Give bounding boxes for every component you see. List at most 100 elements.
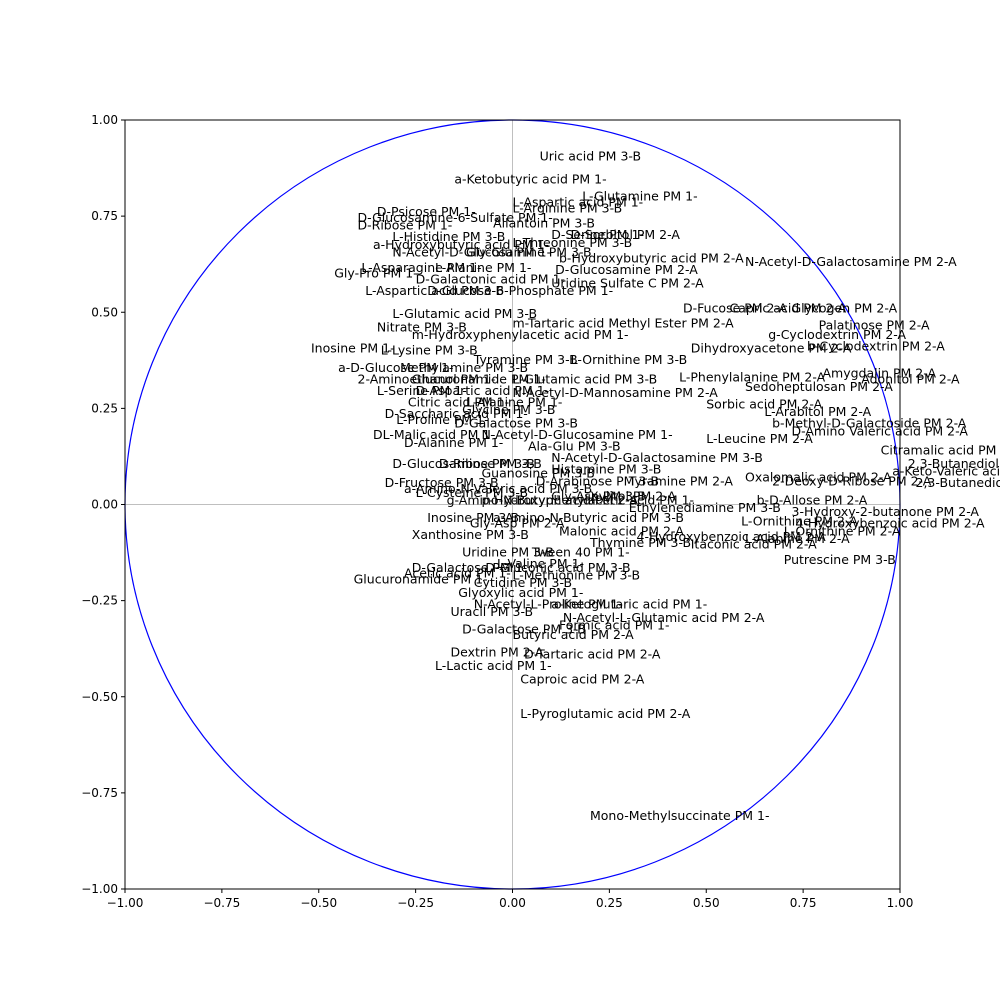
y-tick-label: −0.75 <box>81 786 118 800</box>
point-label: L-Phenylalanine PM 2-A <box>679 369 825 384</box>
point-label: m-Tartaric acid Methyl Ester PM 2-A <box>513 316 735 331</box>
point-label: L-Proline PM 1- <box>396 412 488 427</box>
point-label: Xylitol PM 2-A <box>590 489 676 504</box>
point-label: L-Arabitol PM 2-A <box>764 404 871 419</box>
point-label: Gly-Asp PM 2-A <box>470 516 565 531</box>
point-label: Tyramine PM 2-A <box>628 473 734 488</box>
point-label: Guanosine PM 3-B <box>482 466 595 481</box>
zero-lines <box>125 120 900 889</box>
x-tick-label: 0.25 <box>596 896 623 910</box>
point-label: D-Fucose PM 2-A <box>683 300 788 315</box>
point-label: D-Tartaric acid PM 2-A <box>524 646 661 661</box>
point-label: Citric acid PM 1- <box>408 394 509 409</box>
point-label: L-Aspartic acid PM 3-B <box>365 283 504 298</box>
point-label: 2-Aminoethanol PM 1- <box>358 371 496 386</box>
point-label: Butyric acid PM 2-A <box>513 627 635 642</box>
point-label: Gly-Pro PM 1- <box>334 266 417 281</box>
point-label: N-Acetyl-D-Galactosamine PM 2-A <box>745 254 957 269</box>
point-label: Thymine PM 3-B <box>589 535 691 550</box>
point-label: L-Asparagine PM 1- <box>361 260 481 275</box>
point-label: D-Fructose PM 3-B <box>385 475 499 490</box>
point-label: Itaconic acid PM 2-A <box>691 537 817 552</box>
point-label: 3-Hydroxy-2-butanone PM 2-A <box>792 504 980 519</box>
point-label: Amygdalin PM 2-A <box>823 366 937 381</box>
point-label: a-Ketoglutaric acid PM 1- <box>551 596 707 611</box>
point-label: N-Acetyl-L-Proline PM 1- <box>474 596 623 611</box>
point-label: Formic acid PM 1- <box>559 617 669 632</box>
y-tick-label: −1.00 <box>81 882 118 896</box>
point-label: Capric acid PM 2-A <box>730 300 847 315</box>
point-label: L-Histidine PM 3-B <box>392 229 505 244</box>
point-label: D-Alanine PM 1- <box>404 435 503 450</box>
point-label: L-Threonine PM 3-B <box>513 235 633 250</box>
y-tick-label: 0.25 <box>91 401 118 415</box>
x-tick-label: 0.50 <box>693 896 720 910</box>
point-label: D-Serine PM 1- <box>551 227 644 242</box>
point-label: Oxalomalic acid PM 2-A <box>745 469 892 484</box>
point-label: Dextrin PM 2-A <box>451 644 544 659</box>
point-label: L-Leucine PM 2-A <box>706 431 813 446</box>
point-label: p-Hydroxyphenylacetic acid PM 1- <box>482 493 695 508</box>
point-label: g-Amino-N-Butyric acid PM 2-A <box>447 493 639 508</box>
point-label: D-Ribose PM 3-B <box>439 456 542 471</box>
point-label: Inosine PM 3-B <box>427 510 519 525</box>
point-label: L-Glutamic acid PM 3-B <box>392 306 537 321</box>
point-label: a-Amino-N-Butyric acid PM 3-B <box>493 510 684 525</box>
point-label: D-Saccharic acid PM 1- <box>385 406 528 421</box>
point-label: L-Alanine PM 2-A <box>745 531 850 546</box>
point-label: Glyoxylic acid PM 1- <box>458 585 583 600</box>
point-label: Glycogen PM 2-A <box>792 300 898 315</box>
point-label: D-Galactose PM 3-B <box>454 416 578 431</box>
point-label: L-Cysteine PM 3-B <box>416 485 528 500</box>
point-label: b-Methyl-D-Galactoside PM 2-A <box>772 416 967 431</box>
x-tick-label: −0.75 <box>203 896 240 910</box>
point-label: Gly-Asp PM 3-B <box>551 489 645 504</box>
point-label: L-Methionine PM 3-B <box>513 567 641 582</box>
point-label: L-Alanine PM 1- <box>466 394 562 409</box>
point-label: a-D-Glucose PM 1- <box>338 360 453 375</box>
point-label: Caproic acid PM 2-A <box>520 671 645 686</box>
point-label: Sorbic acid PM 2-A <box>706 396 822 411</box>
point-label: L-Valine PM 1- <box>497 556 584 571</box>
point-label: Mono-Methylsuccinate PM 1- <box>590 808 769 823</box>
point-label: b-D-Allose PM 2-A <box>757 493 868 508</box>
point-label: L-Serine PM 1- <box>377 383 467 398</box>
point-label: D-Galactose PM 1- <box>412 560 527 575</box>
point-label: 2,3-Butanedione PM 2-A <box>916 475 1000 490</box>
point-label: Xanthosine PM 3-B <box>412 527 529 542</box>
point-label: Glycine PM 3-B <box>462 402 555 417</box>
point-label: a-Amino-N-Valeric acid PM 3-B <box>404 481 592 496</box>
point-label: Gly-Glu PM 1- <box>466 244 551 259</box>
point-label: b-Cyclodextrin PM 2-A <box>807 339 945 354</box>
point-label: L-Glutamic acid PM 3-B <box>513 371 658 386</box>
point-label: g-Cyclodextrin PM 2-A <box>768 327 906 342</box>
point-label: Glucuronamide PM 1- <box>354 571 488 586</box>
point-label: Tyramine PM 3-B <box>473 352 578 367</box>
y-tick-label: 0.75 <box>91 209 118 223</box>
point-label: D-Psicose PM 1- <box>377 204 476 219</box>
point-label: Ethylenediamine PM 3-B <box>629 500 781 515</box>
point-label: L-Ornithine PM 2-A <box>741 514 858 529</box>
point-label: Methylamine PM 3-B <box>400 360 528 375</box>
y-tick-label: −0.25 <box>81 594 118 608</box>
point-label: D-Gluconic acid PM 3-B <box>485 560 630 575</box>
point-label: Nitrate PM 3-B <box>377 319 467 334</box>
point-label: N-Acetyl-L-Glutamic acid PM 2-A <box>563 610 765 625</box>
point-label: a-Keto-Valeric acid PM 2-A <box>892 464 1000 479</box>
y-tick-label: 1.00 <box>91 113 118 127</box>
point-label: D-Glucose-6-Phosphate PM 1- <box>427 283 613 298</box>
point-label: Inosine PM 1- <box>311 341 395 356</box>
point-label: Acetic acid PM 1- <box>404 566 511 581</box>
point-label: Tween 40 PM 1- <box>531 544 630 559</box>
point-label: a-Ketobutyric acid PM 1- <box>454 171 606 186</box>
x-tick-label: −0.25 <box>397 896 434 910</box>
point-label: Glucuronamide PM 1- <box>412 371 546 386</box>
point-label: L-Lysine PM 3-B <box>381 343 478 358</box>
point-label: N-Acetyl-D-Glucosamine PM 1- <box>482 427 673 442</box>
point-label: D-Galactonic acid PM 1- <box>416 271 565 286</box>
point-label: 4-Hydroxybenzoic acid PM 2-A <box>795 516 985 531</box>
point-label: a-Hydroxybutyric acid PM 1- <box>373 237 549 252</box>
point-label: Palatinose PM 2-A <box>819 318 930 333</box>
point-label: Putrescine PM 3-B <box>784 552 896 567</box>
